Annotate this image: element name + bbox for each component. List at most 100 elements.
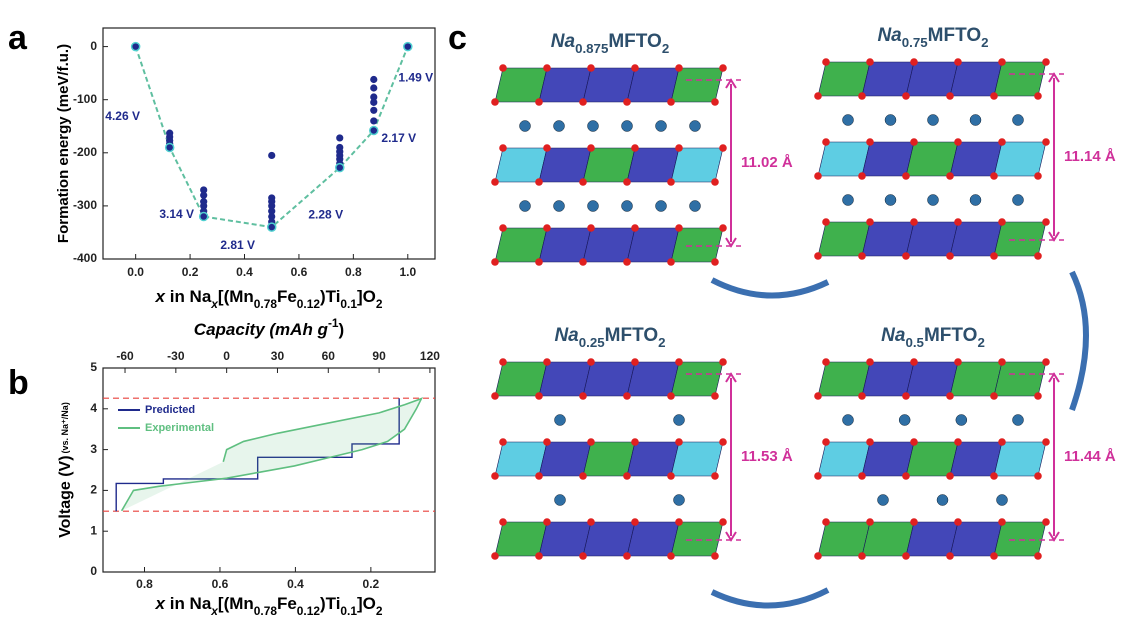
octahedron xyxy=(671,68,723,102)
oxygen xyxy=(631,144,639,152)
sodium xyxy=(520,201,531,212)
x-axis-label: x in Nax[(Mn0.78Fe0.12)Ti0.1]O2 xyxy=(155,594,383,618)
octahedron xyxy=(495,442,547,476)
octahedron xyxy=(671,148,723,182)
oxygen xyxy=(711,258,719,266)
x2-tick-label: 120 xyxy=(420,349,440,363)
oxygen xyxy=(491,178,499,186)
oxygen xyxy=(1042,438,1050,446)
oxygen xyxy=(866,58,874,66)
oxygen xyxy=(535,552,543,560)
oxygen xyxy=(719,358,727,366)
panel-label: a xyxy=(8,19,28,57)
x2-axis-label: Capacity (mAh g-1) xyxy=(194,316,344,339)
oxygen xyxy=(711,472,719,480)
oxygen xyxy=(675,64,683,72)
structure-label-part: 0.5 xyxy=(905,335,924,350)
point xyxy=(336,134,343,141)
octahedron xyxy=(818,362,870,396)
octahedron xyxy=(950,62,1002,96)
octahedron xyxy=(495,68,547,102)
oxygen xyxy=(499,438,507,446)
sodium xyxy=(555,495,566,506)
oxygen xyxy=(910,58,918,66)
oxygen xyxy=(535,472,543,480)
x-tick-label: 0.4 xyxy=(236,265,253,279)
oxygen xyxy=(954,518,962,526)
oxygen xyxy=(814,392,822,400)
octahedron xyxy=(539,148,591,182)
octahedron xyxy=(539,68,591,102)
octahedron xyxy=(994,522,1046,556)
oxygen xyxy=(719,438,727,446)
x-axis-label-part: [(Mn xyxy=(218,287,254,306)
sodium xyxy=(656,201,667,212)
octahedron xyxy=(583,522,635,556)
oxygen xyxy=(623,258,631,266)
spacing-label: 11.44 Å xyxy=(1064,448,1116,465)
oxygen xyxy=(579,98,587,106)
octahedron xyxy=(862,62,914,96)
octahedron xyxy=(950,362,1002,396)
oxygen xyxy=(902,392,910,400)
octahedron xyxy=(627,68,679,102)
oxygen xyxy=(814,552,822,560)
sodium xyxy=(843,415,854,426)
x-axis-label-part: ]O xyxy=(357,594,376,613)
x-tick-label: 0.6 xyxy=(212,577,229,591)
oxygen xyxy=(902,92,910,100)
oxygen xyxy=(814,92,822,100)
figure: a0-100-200-300-4000.00.20.40.60.81.0Form… xyxy=(0,0,1131,620)
hull-point xyxy=(336,164,344,172)
oxygen xyxy=(543,358,551,366)
sodium xyxy=(554,201,565,212)
sodium xyxy=(554,121,565,132)
octahedron xyxy=(906,442,958,476)
octahedron xyxy=(495,362,547,396)
octahedron xyxy=(950,222,1002,256)
oxygen xyxy=(910,358,918,366)
octahedron xyxy=(583,148,635,182)
octahedron xyxy=(627,522,679,556)
oxygen xyxy=(667,392,675,400)
hull-point xyxy=(166,143,174,151)
oxygen xyxy=(946,472,954,480)
octahedron xyxy=(818,142,870,176)
oxygen xyxy=(535,258,543,266)
y-tick-label: 0 xyxy=(90,39,97,53)
octahedron xyxy=(495,522,547,556)
voltage-label: 2.81 V xyxy=(220,238,255,252)
oxygen xyxy=(579,392,587,400)
oxygen xyxy=(667,178,675,186)
octahedron xyxy=(994,62,1046,96)
oxygen xyxy=(866,438,874,446)
x-tick-label: 0.8 xyxy=(345,265,362,279)
oxygen xyxy=(675,518,683,526)
oxygen xyxy=(499,358,507,366)
octahedron xyxy=(583,362,635,396)
octahedron xyxy=(495,228,547,262)
point xyxy=(370,84,377,91)
oxygen xyxy=(1042,218,1050,226)
y-tick-label: 0 xyxy=(90,564,97,578)
x-axis-label-part: ]O xyxy=(357,287,376,306)
oxygen xyxy=(858,92,866,100)
x-axis-label-part: 2 xyxy=(376,604,383,618)
oxygen xyxy=(587,438,595,446)
oxygen xyxy=(579,258,587,266)
oxygen xyxy=(711,392,719,400)
oxygen xyxy=(990,392,998,400)
oxygen xyxy=(998,138,1006,146)
oxygen xyxy=(954,438,962,446)
sodium xyxy=(690,201,701,212)
x-axis-label-part: Fe xyxy=(277,287,297,306)
oxygen xyxy=(587,518,595,526)
x2-tick-label: 30 xyxy=(271,349,285,363)
oxygen xyxy=(623,472,631,480)
oxygen xyxy=(667,472,675,480)
x2-tick-label: -30 xyxy=(167,349,185,363)
octahedron xyxy=(583,442,635,476)
structure-label-part: MFTO xyxy=(605,325,658,346)
x-axis-label-part: in Na xyxy=(165,287,212,306)
oxygen xyxy=(1034,552,1042,560)
